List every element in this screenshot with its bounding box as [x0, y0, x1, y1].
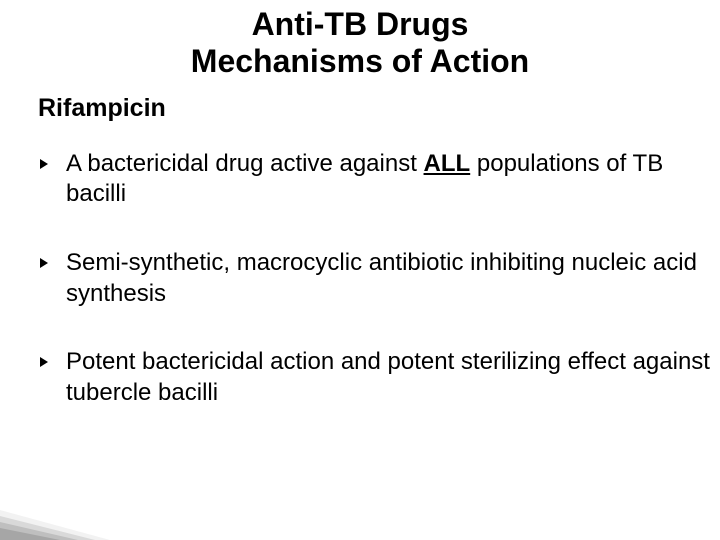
bullet-text-emph: ALL	[424, 150, 471, 177]
slide: Anti-TB Drugs Mechanisms of Action Rifam…	[0, 0, 720, 540]
corner-wedge-icon	[0, 470, 120, 540]
bullet-text-pre: Semi-synthetic, macrocyclic antibiotic i…	[66, 249, 697, 307]
bullet-list: A bactericidal drug active against ALL p…	[38, 149, 720, 409]
title-line-1: Anti-TB Drugs	[0, 6, 720, 43]
bullet-text-pre: Potent bactericidal action and potent st…	[66, 348, 710, 406]
list-item: Semi-synthetic, macrocyclic antibiotic i…	[38, 248, 720, 309]
subheading: Rifampicin	[38, 94, 720, 123]
list-item: A bactericidal drug active against ALL p…	[38, 149, 720, 210]
slide-title: Anti-TB Drugs Mechanisms of Action	[0, 0, 720, 80]
title-line-2: Mechanisms of Action	[0, 43, 720, 80]
bullet-text-pre: A bactericidal drug active against	[66, 150, 424, 177]
list-item: Potent bactericidal action and potent st…	[38, 347, 720, 408]
